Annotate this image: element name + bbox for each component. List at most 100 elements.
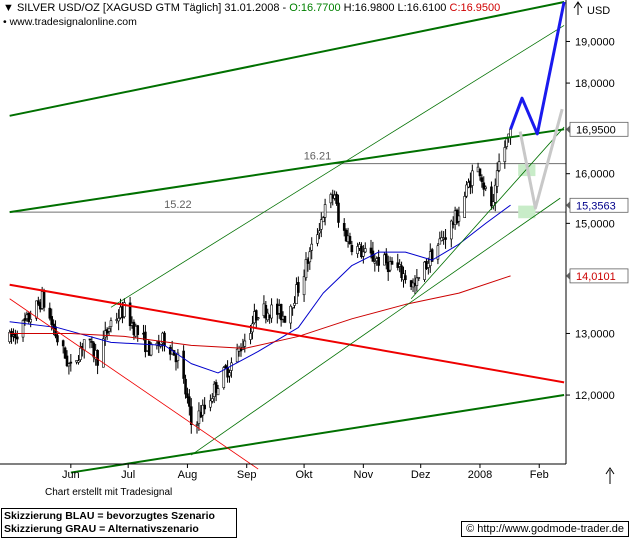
x-tick-label: Sep — [237, 469, 257, 481]
candle-body — [438, 238, 442, 245]
y-tick-label: 18,0000 — [575, 78, 615, 90]
y-tick-label: 12,0000 — [575, 390, 615, 402]
candle-body — [337, 202, 340, 223]
candle-body — [21, 320, 25, 338]
candle-body — [482, 182, 486, 190]
candle-body — [444, 237, 447, 240]
candle-body — [457, 215, 461, 222]
candle-body — [495, 170, 499, 187]
candle-body — [373, 261, 377, 264]
candle-body — [493, 184, 497, 203]
candle-body — [136, 325, 140, 335]
candle-body — [216, 388, 220, 396]
candle-body — [289, 305, 292, 324]
candle-body — [342, 223, 346, 231]
candle-body — [249, 333, 252, 340]
candle-body — [398, 264, 401, 267]
candle-body — [344, 229, 348, 242]
candle-body — [77, 360, 80, 363]
y-tick-label: 15,0000 — [575, 218, 615, 230]
candle-body — [228, 372, 231, 377]
candle-body — [188, 396, 191, 407]
candle-body — [128, 302, 132, 327]
candle-body — [203, 404, 206, 410]
aug-low-channel-upper-line — [110, 25, 565, 308]
period-label: Täglich] 31.01.2008 — [182, 2, 280, 14]
header-arrow-icon: ▼ — [3, 2, 14, 14]
candle-body — [400, 265, 403, 278]
candle-body — [484, 186, 488, 189]
candle-body — [182, 350, 185, 379]
candle-body — [503, 147, 507, 163]
x-tick-label: Okt — [296, 469, 313, 481]
candle-body — [109, 320, 113, 327]
candle-body — [186, 393, 189, 399]
copyright-link[interactable]: © http://www.godmode-trader.de — [461, 521, 629, 537]
time-arrow-head — [605, 467, 615, 475]
downtrend-line — [9, 283, 565, 384]
legend-grey: Skizzierung GRAU = Alternativszenario — [4, 523, 199, 535]
candle-body — [96, 350, 99, 366]
candle-body — [490, 186, 493, 207]
candle-body — [480, 177, 484, 182]
candle-body — [211, 398, 214, 402]
candle-body — [63, 347, 67, 359]
level-label: 16.21 — [304, 151, 332, 163]
candle-body — [90, 341, 94, 343]
candle-body — [163, 332, 166, 347]
candle-body — [222, 367, 226, 388]
y-axis-unit: USD — [587, 5, 610, 17]
candle-body — [103, 330, 107, 338]
x-tick-label: Nov — [354, 469, 374, 481]
candle-body — [283, 315, 287, 323]
x-tick-label: Dez — [411, 469, 431, 481]
candle-body — [356, 246, 359, 254]
candle-body — [465, 184, 468, 197]
candle-body — [360, 245, 363, 258]
candle-body — [323, 204, 327, 218]
x-tick-label: Feb — [530, 469, 549, 481]
candle-body — [27, 312, 31, 322]
y-tick-label: 13,0000 — [575, 328, 615, 340]
candle-body — [123, 302, 126, 318]
candle-body — [50, 316, 54, 325]
channel-top-line — [9, 1, 565, 117]
candle-body — [23, 318, 27, 321]
candle-body — [505, 138, 509, 147]
candle-body — [321, 217, 325, 223]
candle-body — [350, 245, 354, 253]
price-tag-pointer — [566, 125, 570, 134]
level-label: 15.22 — [164, 199, 192, 211]
website-label: • www.tradesignalonline.com — [3, 16, 137, 28]
price-tag-label: 16,9500 — [576, 124, 616, 136]
candle-body — [224, 365, 227, 369]
legend-blue: Skizzierung BLAU = bevorzugtes Szenario — [4, 510, 215, 522]
target-zone — [518, 205, 536, 219]
candle-body — [384, 253, 388, 264]
scenario-blue-line — [509, 1, 566, 136]
downtrend-thin-line — [9, 298, 259, 470]
candle-body — [54, 326, 57, 337]
candle-body — [471, 170, 474, 186]
candle-body — [79, 347, 82, 360]
candle-body — [67, 363, 71, 367]
aug-low-channel-lower-line — [191, 197, 561, 456]
chart-credit: Chart erstellt mit Tradesignal — [45, 487, 173, 498]
candle-body — [102, 338, 105, 368]
candle-body — [264, 304, 268, 319]
candle-body — [430, 249, 434, 262]
candle-body — [209, 400, 212, 408]
candle-body — [310, 243, 314, 251]
up-arrow-head — [573, 1, 583, 9]
candle-body — [56, 335, 59, 343]
candle-body — [404, 275, 407, 281]
candle-body — [88, 338, 92, 341]
candle-body — [42, 291, 46, 308]
candle-body — [369, 247, 373, 254]
candle-body — [35, 300, 38, 319]
candle-body — [239, 348, 243, 352]
high-low-value: H:16.9800 L:16.6100 — [343, 2, 447, 14]
x-tick-label: Aug — [178, 469, 198, 481]
candle-body — [436, 245, 440, 260]
candle-body — [377, 256, 380, 266]
